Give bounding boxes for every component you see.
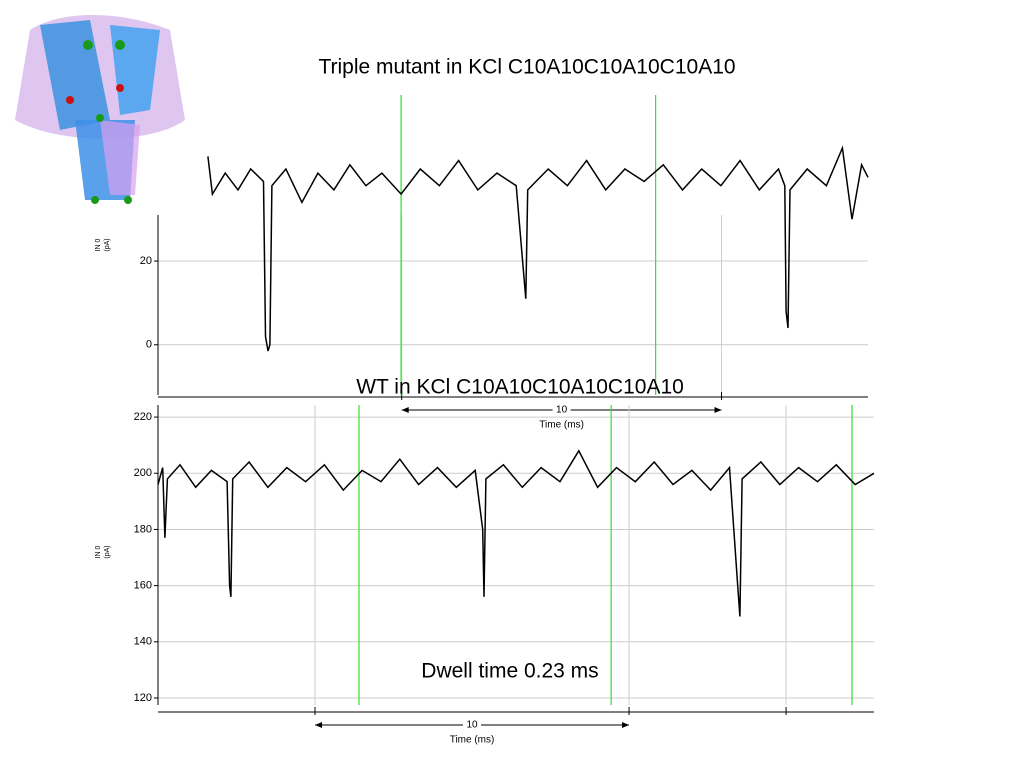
y-axis-label: IN 0 <box>95 238 102 251</box>
y-tick-label: 180 <box>134 523 152 535</box>
scale-label-bg <box>552 404 571 416</box>
y-axis-label: (pA) <box>104 238 111 251</box>
y-axis-label: (pA) <box>104 545 111 558</box>
scale-label: 10 <box>556 405 568 416</box>
y-tick-label: 200 <box>134 467 152 479</box>
y-tick-label: 120 <box>134 692 152 704</box>
y-tick-label: 20 <box>140 255 152 267</box>
chart-title: Triple mutant in KCl C10A10C10A10C10A10 <box>318 56 735 79</box>
y-tick-label: 140 <box>134 636 152 648</box>
x-axis-label: Time (ms) <box>539 420 584 431</box>
y-tick-label: 220 <box>134 411 152 423</box>
scale-label-bg <box>463 719 482 731</box>
y-tick-label: 160 <box>134 580 152 592</box>
scale-label: 10 <box>466 720 478 731</box>
protein-image <box>15 15 185 204</box>
trace <box>207 145 869 352</box>
annotation: Dwell time 0.23 ms <box>421 660 598 683</box>
chart-title: WT in KCl C10A10C10A10C10A10 <box>356 376 684 399</box>
trace <box>157 449 875 617</box>
x-axis-label: Time (ms) <box>450 735 495 746</box>
y-axis-label: IN 0 <box>95 545 102 558</box>
y-tick-label: 0 <box>146 339 152 351</box>
